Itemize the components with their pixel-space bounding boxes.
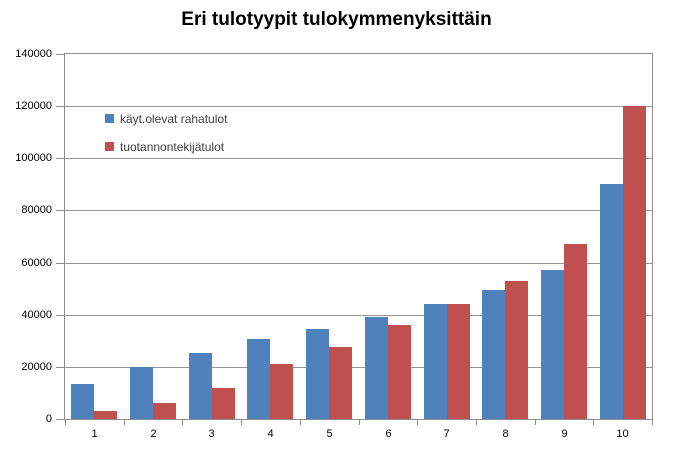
x-axis-label: 3 — [208, 428, 215, 440]
y-axis-label: 0 — [45, 413, 52, 425]
y-axis-label: 140000 — [15, 48, 52, 60]
x-axis-label: 10 — [616, 428, 629, 440]
x-axis-label: 8 — [502, 428, 509, 440]
x-axis-tick — [241, 420, 242, 425]
bar-series1-decile-3 — [189, 353, 212, 419]
bar-series2-decile-9 — [564, 244, 587, 419]
gridline — [65, 263, 652, 264]
bar-series2-decile-3 — [212, 388, 235, 419]
x-axis-tick — [593, 420, 594, 425]
y-axis-label: 100000 — [15, 152, 52, 164]
bar-series1-decile-8 — [482, 290, 505, 419]
x-axis-tick — [417, 420, 418, 425]
y-axis-tick — [56, 367, 64, 368]
bar-series1-decile-5 — [306, 329, 329, 419]
y-axis-label: 40000 — [21, 309, 52, 321]
legend-label: käyt.olevat rahatulot — [120, 111, 228, 126]
x-axis-tick — [535, 420, 536, 425]
legend: käyt.olevat rahatulot tuotannontekijätulo… — [105, 112, 227, 168]
bar-series1-decile-10 — [600, 184, 623, 419]
y-axis-tick — [56, 158, 64, 159]
x-axis-tick — [476, 420, 477, 425]
plot-area: käyt.olevat rahatulot tuotannontekijätulo… — [64, 53, 653, 420]
y-axis-label: 80000 — [21, 204, 52, 216]
x-axis-tick — [652, 420, 653, 425]
bar-series2-decile-4 — [270, 364, 293, 419]
bar-series1-decile-9 — [541, 270, 564, 419]
bar-series1-decile-4 — [247, 339, 270, 419]
bar-series2-decile-1 — [94, 411, 117, 419]
gridline — [65, 315, 652, 316]
y-axis-tick — [56, 106, 64, 107]
y-axis-tick — [56, 54, 64, 55]
gridline — [65, 210, 652, 211]
x-axis-label: 6 — [385, 428, 392, 440]
gridline — [65, 158, 652, 159]
bar-series1-decile-1 — [71, 384, 94, 419]
bar-series2-decile-6 — [388, 325, 411, 419]
bar-series1-decile-2 — [130, 367, 153, 419]
bar-series2-decile-5 — [329, 347, 352, 419]
x-axis-label: 5 — [326, 428, 333, 440]
bar-series2-decile-10 — [623, 106, 646, 419]
gridline — [65, 106, 652, 107]
x-axis-tick — [359, 420, 360, 425]
x-axis-tick — [300, 420, 301, 425]
legend-item-2: tuotannontekijätulot — [105, 139, 227, 154]
y-axis-label: 120000 — [15, 100, 52, 112]
bar-series2-decile-8 — [505, 281, 528, 419]
legend-item-1: käyt.olevat rahatulot — [105, 111, 228, 126]
legend-label: tuotannontekijätulot — [120, 139, 225, 154]
bar-series2-decile-2 — [153, 403, 176, 419]
x-axis-label: 9 — [561, 428, 568, 440]
bar-series2-decile-7 — [447, 304, 470, 419]
y-axis-tick — [56, 315, 64, 316]
x-axis-tick — [124, 420, 125, 425]
chart-title: Eri tulotyypit tulokymmenyksittäin — [181, 9, 492, 30]
x-axis-label: 7 — [443, 428, 450, 440]
x-axis-tick — [65, 420, 66, 425]
legend-swatch-icon — [105, 142, 114, 151]
x-axis-label: 4 — [267, 428, 274, 440]
y-axis-tick — [56, 210, 64, 211]
y-axis-tick — [56, 263, 64, 264]
x-axis-tick — [182, 420, 183, 425]
y-axis-tick — [56, 419, 64, 420]
x-axis-label: 1 — [91, 428, 98, 440]
x-axis-label: 2 — [150, 428, 157, 440]
bar-series1-decile-7 — [424, 304, 447, 419]
legend-swatch-icon — [105, 114, 114, 123]
y-axis-label: 20000 — [21, 361, 52, 373]
y-axis-label: 60000 — [21, 257, 52, 269]
bar-series1-decile-6 — [365, 317, 388, 419]
gridline — [65, 367, 652, 368]
